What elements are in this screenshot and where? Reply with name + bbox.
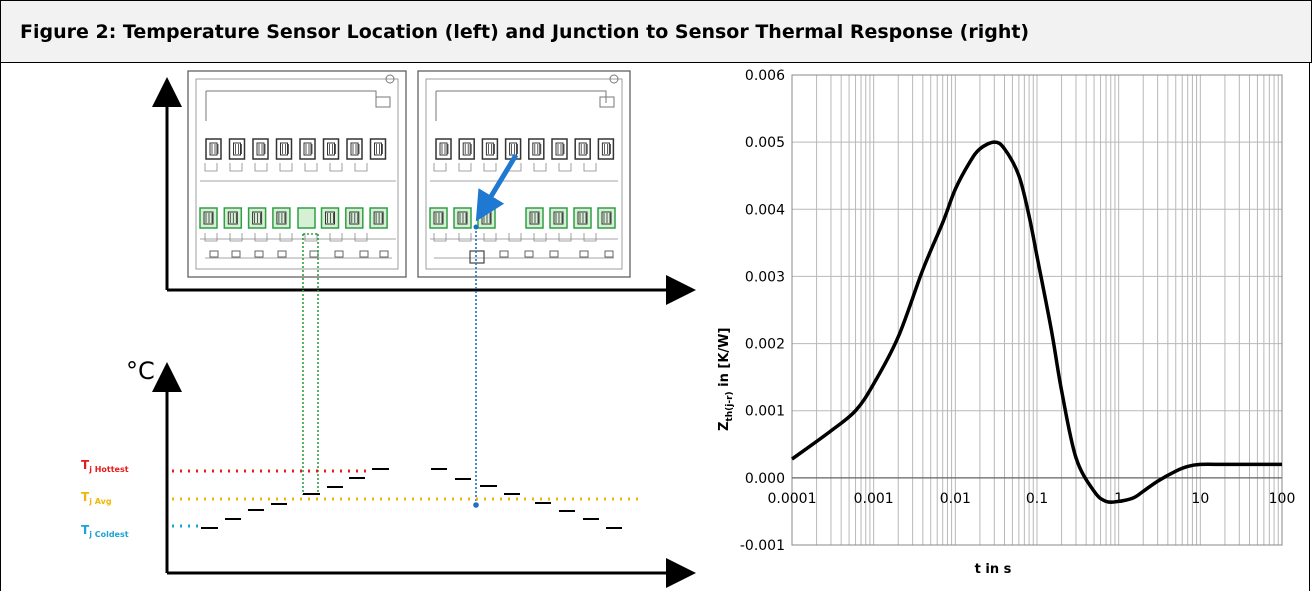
y-tick-label: -0.001 xyxy=(740,538,785,554)
y-tick-label: 0.000 xyxy=(745,471,785,487)
power-module-left xyxy=(187,70,407,278)
chip xyxy=(346,138,363,160)
chip xyxy=(199,207,218,229)
thermal-response-chart: -0.001 0.000 0.001 0.002 0.003 0.004 0.005 0.00… xyxy=(700,63,1312,591)
sensor-arrow xyxy=(475,153,519,222)
chip xyxy=(551,138,568,160)
chart-grid xyxy=(791,74,1282,546)
chip xyxy=(297,207,316,229)
x-axis-label: t in s xyxy=(975,562,1012,577)
x-tick-label: 0.001 xyxy=(854,491,894,507)
x-tick-label: 0.01 xyxy=(940,491,971,507)
chip-temperature-marks xyxy=(201,468,622,529)
x-tick-label: 0.1 xyxy=(1026,491,1048,507)
chip xyxy=(369,138,387,160)
chip xyxy=(453,207,472,229)
chip xyxy=(597,207,616,229)
y-axis-label: Zth(j-r) in [K/W] xyxy=(717,328,735,431)
chip xyxy=(275,138,293,160)
sensor-location-diagram: °C Tj Hottest Tj Avg Tj Coldest xyxy=(0,63,700,591)
figure-header: Figure 2: Temperature Sensor Location (l… xyxy=(0,0,1312,63)
chip xyxy=(369,207,388,229)
chip xyxy=(528,138,545,160)
chip xyxy=(574,138,591,160)
sensor-drop-point xyxy=(473,502,479,508)
power-module-right xyxy=(417,70,631,278)
y-tick-label: 0.004 xyxy=(745,202,785,218)
chip xyxy=(252,138,269,160)
chip xyxy=(320,207,340,229)
chip xyxy=(345,207,364,229)
chip xyxy=(573,207,592,229)
chip xyxy=(597,138,615,160)
y-tick-label: 0.005 xyxy=(745,135,785,151)
chip xyxy=(322,138,340,160)
chip xyxy=(223,207,243,229)
chip xyxy=(481,138,499,160)
x-tick-label: 10 xyxy=(1191,491,1209,507)
y-tick-label: 0.001 xyxy=(745,404,785,420)
label-hottest: Tj Hottest xyxy=(81,458,129,474)
chip xyxy=(458,138,475,160)
x-tick-label: 0.0001 xyxy=(768,491,817,507)
chip xyxy=(549,207,568,229)
chip xyxy=(429,207,448,229)
y-tick-label: 0.002 xyxy=(745,337,785,353)
sensor-diagram-svg: °C Tj Hottest Tj Avg Tj Coldest xyxy=(81,70,696,588)
series-line xyxy=(790,140,1282,504)
chip xyxy=(435,138,452,160)
temperature-unit-label: °C xyxy=(126,357,155,385)
label-avg: Tj Avg xyxy=(81,490,112,506)
chart-svg: -0.001 0.000 0.001 0.002 0.003 0.004 0.005 0.00… xyxy=(717,68,1296,577)
y-tick-label: 0.006 xyxy=(745,68,785,84)
x-tick-label: 1 xyxy=(1114,491,1123,507)
chip xyxy=(228,138,246,160)
chip xyxy=(299,138,316,160)
chip xyxy=(205,138,222,160)
y-tick-label: 0.003 xyxy=(745,269,785,285)
x-tick-label: 100 xyxy=(1269,491,1296,507)
plot-frame xyxy=(791,74,1283,546)
chip xyxy=(525,207,544,229)
figure-title: Figure 2: Temperature Sensor Location (l… xyxy=(20,21,1030,43)
chip xyxy=(247,207,267,229)
label-coldest: Tj Coldest xyxy=(81,523,129,539)
chip xyxy=(272,207,291,229)
